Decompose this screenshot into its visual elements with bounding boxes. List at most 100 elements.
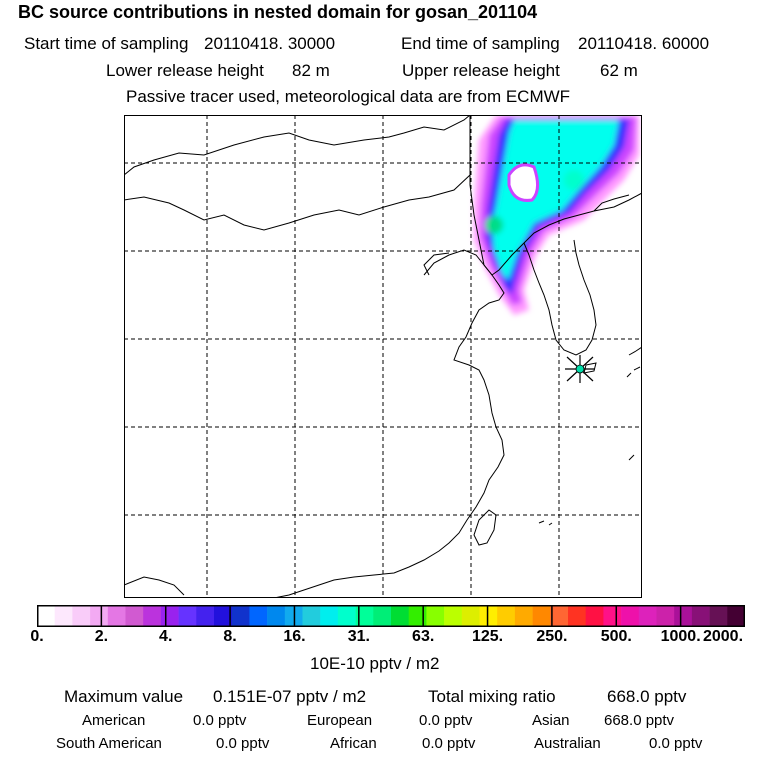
- lower-height-label: Lower release height: [106, 61, 264, 80]
- border-south: [124, 576, 185, 596]
- colorbar-tick-label: 125.: [471, 628, 504, 645]
- colorbar-unit: 10E-10 pptv / m2: [310, 654, 440, 673]
- region-name: South American: [56, 735, 162, 752]
- grid-lines: [124, 115, 642, 598]
- colorbar-segment: [514, 605, 533, 627]
- border-manchuria: [469, 115, 480, 241]
- colorbar-segment: [691, 605, 710, 627]
- islands-ryukyu: [626, 366, 641, 461]
- colorbar-segment: [638, 605, 657, 627]
- colorbar-segment: [585, 605, 604, 627]
- colorbar-segment: [479, 605, 498, 627]
- colorbar-segment: [267, 605, 286, 627]
- region-name: Asian: [532, 712, 570, 729]
- colorbar-segment: [550, 605, 569, 627]
- colorbar-segment: [107, 605, 126, 627]
- lower-height-value: 82 m: [292, 61, 330, 80]
- colorbar-segment: [37, 605, 55, 627]
- map-panel: [124, 115, 642, 598]
- plume-hole: [509, 164, 538, 201]
- coast-bohai: [423, 252, 450, 276]
- plot-title: BC source contributions in nested domain…: [18, 2, 538, 22]
- colorbar-segment: [568, 605, 586, 627]
- colorbar-segment: [54, 605, 73, 627]
- colorbar-segment: [727, 605, 745, 627]
- plume-band-core: [492, 120, 619, 280]
- colorbar-segment: [444, 605, 463, 627]
- plume-peak-north: [564, 170, 584, 190]
- coast-japan: [628, 346, 642, 356]
- border-korea-north: [478, 192, 642, 276]
- colorbar-tick-label: 16.: [283, 628, 306, 645]
- region-value: 0.0 pptv: [193, 712, 247, 729]
- colorbar-segment: [143, 605, 162, 627]
- colorbar-segment: [426, 605, 445, 627]
- colorbar-segment: [408, 605, 427, 627]
- coastlines: [124, 115, 642, 598]
- coast-china: [273, 249, 505, 598]
- colorbar-segment: [196, 605, 215, 627]
- total-mixing-label: Total mixing ratio: [428, 687, 556, 706]
- colorbar-segment: [373, 605, 392, 627]
- colorbar-segment: [355, 605, 374, 627]
- colorbar-tick-label: 2.: [94, 628, 109, 645]
- coast-korea: [523, 239, 597, 356]
- region-name: African: [330, 735, 377, 752]
- region-value: 0.0 pptv: [649, 735, 703, 752]
- colorbar-segment: [621, 605, 640, 627]
- region-value: 0.0 pptv: [216, 735, 270, 752]
- colorbar-segment: [461, 605, 480, 627]
- taiwan: [473, 509, 497, 546]
- end-time-label: End time of sampling: [401, 34, 560, 53]
- plume-hole-rim: [507, 163, 539, 202]
- region-name: American: [82, 712, 146, 729]
- colorbar-tick-label: 250.: [536, 628, 568, 645]
- colorbar-tick-label: 2000.: [702, 628, 744, 645]
- colorbar-segment: [302, 605, 321, 627]
- colorbar-frame: [37, 605, 745, 627]
- region-value: 668.0 pptv: [604, 712, 675, 729]
- tracer-note: Passive tracer used, meteorological data…: [126, 87, 571, 106]
- region-value: 0.0 pptv: [419, 712, 473, 729]
- colorbar-segment: [320, 605, 339, 627]
- max-value: 0.151E-07 pptv / m2: [213, 687, 367, 706]
- end-time-value: 20110418. 60000: [578, 34, 710, 53]
- colorbar-segment: [603, 605, 622, 627]
- region-name: Australian: [534, 735, 601, 752]
- colorbar-segment: [160, 605, 179, 627]
- colorbar-segment: [391, 605, 409, 627]
- max-value-label: Maximum value: [64, 687, 184, 706]
- upper-height-value: 62 m: [600, 61, 638, 80]
- start-time-label: Start time of sampling: [24, 34, 189, 53]
- colorbar-segment: [497, 605, 516, 627]
- colorbar-segment: [72, 605, 91, 627]
- colorbar-tick-label: 31.: [347, 628, 370, 645]
- coast-korea-east: [593, 194, 630, 212]
- star-marker: [565, 355, 595, 383]
- colorbar-segment: [532, 605, 551, 627]
- colorbar-segment: [656, 605, 675, 627]
- plume-peak: [485, 216, 503, 234]
- start-time-value: 20110418. 30000: [204, 34, 336, 53]
- islets: [538, 520, 553, 526]
- region-name: European: [307, 712, 373, 729]
- map-frame: [124, 115, 642, 598]
- colorbar-tick-label: 4.: [159, 628, 173, 645]
- region-value: 0.0 pptv: [422, 735, 476, 752]
- colorbar-segment: [709, 605, 728, 627]
- border-mongolia: [124, 174, 471, 231]
- jeju-island: [583, 362, 597, 374]
- total-mixing-value: 668.0 pptv: [607, 687, 687, 706]
- colorbar-segment: [249, 605, 268, 627]
- colorbar: [37, 605, 745, 627]
- colorbar-segment: [337, 605, 356, 627]
- colorbar-tick-label: 63.: [412, 628, 435, 645]
- colorbar-segment: [90, 605, 109, 627]
- upper-height-label: Upper release height: [402, 61, 560, 80]
- colorbar-segment: [231, 605, 250, 627]
- border-north: [124, 115, 471, 176]
- colorbar-segment: [125, 605, 144, 627]
- colorbar-tick-label: 1000.: [660, 628, 701, 645]
- colorbar-tick-label: 0.: [30, 628, 44, 645]
- colorbar-tick-label: 8.: [223, 628, 237, 645]
